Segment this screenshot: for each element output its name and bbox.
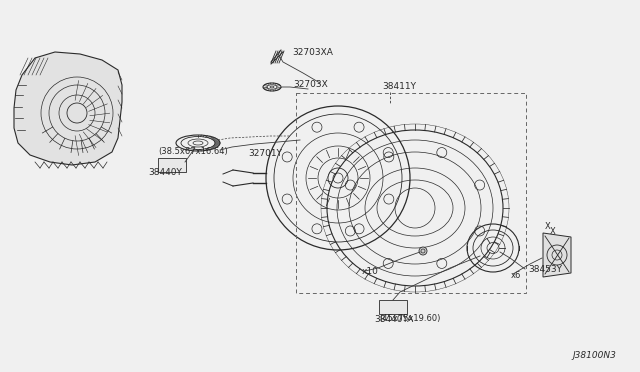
Text: 32701Y: 32701Y [248, 148, 282, 157]
Bar [379, 300, 407, 314]
Text: 38411Y: 38411Y [382, 81, 416, 90]
Circle shape [419, 247, 427, 255]
Text: (45x75x19.60): (45x75x19.60) [379, 314, 440, 324]
Text: x10: x10 [362, 266, 379, 276]
Text: 38453Y: 38453Y [528, 266, 562, 275]
Bar [158, 158, 186, 172]
Text: X: X [545, 222, 551, 231]
Text: 32703X: 32703X [293, 80, 328, 89]
Text: x6: x6 [511, 270, 522, 279]
Text: X: X [550, 227, 556, 236]
Bar [296, 93, 526, 293]
Text: J38100N3: J38100N3 [572, 351, 616, 360]
Text: (38.5x67x16.64): (38.5x67x16.64) [158, 147, 228, 155]
Polygon shape [543, 233, 571, 277]
Text: 38440YA: 38440YA [374, 315, 413, 324]
Text: 32703XA: 32703XA [292, 48, 333, 57]
Text: 38440Y: 38440Y [148, 167, 182, 176]
Polygon shape [14, 52, 122, 165]
